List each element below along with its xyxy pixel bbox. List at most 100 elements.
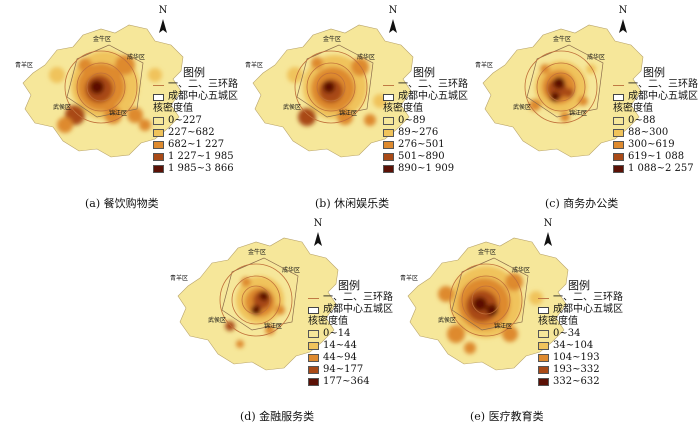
panel-caption: (b) 休闲娱乐类 — [315, 197, 390, 210]
density-hotspot — [505, 273, 523, 291]
district-label: 青羊区 — [15, 61, 33, 69]
legend-class-label: 1 227~1 985 — [168, 151, 234, 162]
legend-color-swatch — [153, 129, 164, 137]
district-label: 成华区 — [127, 53, 145, 61]
legend-class-label: 94~177 — [323, 364, 364, 375]
ring-road-2 — [536, 62, 586, 112]
legend-class-label: 34~104 — [553, 340, 594, 351]
legend-class: 501~890 — [383, 151, 468, 163]
density-hotspot — [464, 342, 476, 354]
legend-class: 89~276 — [383, 127, 468, 139]
district-label: 锦江区 — [264, 322, 282, 330]
legend-title: 图例 — [183, 66, 205, 79]
district-label: 金牛区 — [248, 248, 266, 256]
legend-class: 890~1 909 — [383, 163, 468, 175]
density-hotspot — [323, 81, 335, 93]
density-hotspot — [553, 77, 565, 89]
panel-caption: (a) 餐饮购物类 — [85, 197, 159, 210]
legend-class: 88~300 — [613, 127, 698, 139]
map-panel: 金牛区 成华区 青羊区 武侯区 锦江区 N 图例 一、二、三环路 成都中心五城区 核密度值 0~34… — [390, 218, 623, 423]
legend-class-label: 88~300 — [628, 127, 669, 138]
legend-class-label: 501~890 — [398, 151, 445, 162]
ring-road-2 — [76, 62, 126, 112]
density-hotspot — [364, 114, 376, 126]
legend-class: 682~1 227 — [153, 139, 238, 151]
legend-class-label: 0~89 — [398, 115, 426, 126]
map-panel: 金牛区 成华区 青羊区 武侯区 锦江区 N 图例 一、二、三环路 成都中心五城区 核密度值 0~22… — [5, 5, 238, 210]
district-label: 青羊区 — [400, 274, 418, 282]
legend-class-label: 276~501 — [398, 139, 445, 150]
legend-class-label: 0~14 — [323, 328, 351, 339]
district-box-swatch — [613, 93, 624, 101]
legend-district-box: 成都中心五城区 — [153, 91, 238, 103]
legend-color-swatch — [383, 141, 394, 149]
density-hotspot — [78, 58, 92, 72]
density-hotspot — [550, 92, 560, 102]
legend-color-swatch — [613, 117, 624, 125]
district-label: 金牛区 — [553, 35, 571, 43]
district-label: 金牛区 — [478, 248, 496, 256]
legend-color-swatch — [308, 330, 319, 338]
legend-class: 34~104 — [538, 340, 623, 352]
panel-caption: (e) 医疗教育类 — [470, 410, 544, 423]
north-arrow-icon — [389, 19, 397, 33]
legend-title: 图例 — [338, 279, 360, 292]
ring-road-swatch — [538, 297, 549, 299]
legend-color-swatch — [383, 117, 394, 125]
legend-density-title: 核密度值 — [153, 103, 193, 114]
density-hotspot — [287, 67, 303, 83]
legend-ring-road-label: 一、二、三环路 — [168, 79, 238, 90]
district-label: 成华区 — [282, 266, 300, 274]
legend-title: 图例 — [643, 66, 665, 79]
density-hotspot — [564, 88, 574, 98]
five-district-boundary — [221, 257, 299, 331]
density-hotspot — [351, 58, 369, 76]
legend-density-title: 核密度值 — [383, 103, 423, 114]
legend-title: 图例 — [413, 66, 435, 79]
ring-road-3 — [64, 50, 138, 124]
legend-class: 193~332 — [538, 364, 623, 376]
legend-ring-road-label: 一、二、三环路 — [398, 79, 468, 90]
district-label: 成华区 — [512, 266, 530, 274]
legend-color-swatch — [153, 165, 164, 173]
legend-class: 0~34 — [538, 328, 623, 340]
district-label: 锦江区 — [494, 322, 512, 330]
legend-color-swatch — [308, 378, 319, 386]
north-arrow-icon — [619, 19, 627, 33]
district-label: 武侯区 — [208, 316, 226, 324]
density-hotspot — [104, 106, 122, 124]
district-label: 武侯区 — [438, 316, 456, 324]
legend-ring-road: 一、二、三环路 — [538, 292, 623, 304]
district-box-swatch — [153, 93, 164, 101]
legend-class-label: 890~1 909 — [398, 163, 455, 174]
district-label: 锦江区 — [339, 109, 357, 117]
legend-color-swatch — [538, 354, 549, 362]
legend-density-title: 核密度值 — [308, 316, 348, 327]
five-district-boundary — [66, 44, 144, 118]
legend-class: 0~88 — [613, 115, 698, 127]
legend-district-box-label: 成都中心五城区 — [398, 91, 468, 102]
legend-class-label: 1 088~2 257 — [628, 163, 694, 174]
density-hotspot — [236, 340, 244, 348]
legend-class-label: 14~44 — [323, 340, 357, 351]
density-hotspot — [127, 107, 143, 123]
district-box-swatch — [383, 93, 394, 101]
map-panel: 金牛区 成华区 青羊区 武侯区 锦江区 N 图例 一、二、三环路 成都中心五城区 核密度值 0~88… — [465, 5, 698, 210]
north-label: N — [543, 218, 553, 229]
legend-class-label: 193~332 — [553, 364, 600, 375]
legend-ring-road-label: 一、二、三环路 — [553, 292, 623, 303]
legend-density-title: 核密度值 — [538, 316, 578, 327]
legend-color-swatch — [613, 141, 624, 149]
density-hotspot — [586, 64, 596, 74]
district-label: 青羊区 — [475, 61, 493, 69]
legend-class-label: 0~88 — [628, 115, 656, 126]
density-hotspot — [560, 112, 570, 122]
legend-class: 177~364 — [308, 376, 393, 388]
legend-ring-road: 一、二、三环路 — [153, 79, 238, 91]
legend-color-swatch — [613, 129, 624, 137]
legend-class: 227~682 — [153, 127, 238, 139]
five-district-boundary — [451, 257, 529, 331]
legend-color-swatch — [613, 165, 624, 173]
